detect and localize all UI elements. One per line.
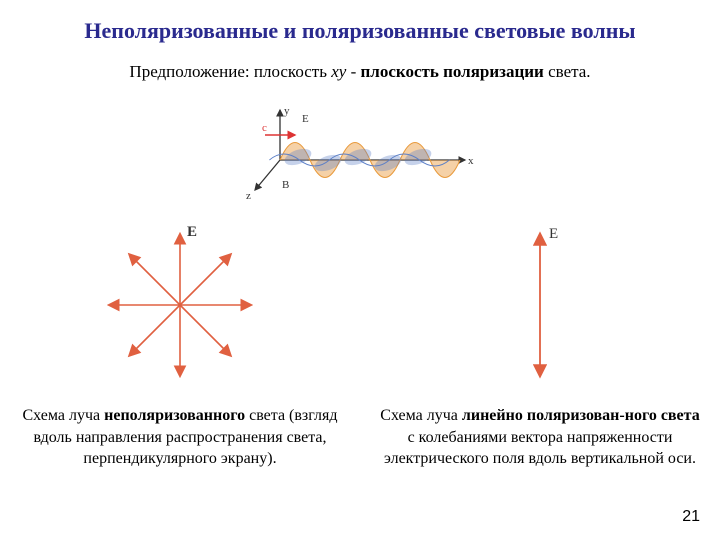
wave-c-label: c: [262, 122, 267, 134]
axis-x-label: x: [468, 155, 474, 167]
right-caption-post: с колебаниями вектора напряженности элек…: [384, 429, 696, 468]
axis-z-label: z: [246, 190, 251, 202]
unpolarized-diagram: E: [95, 220, 265, 390]
subtitle: Предположение: плоскость xy - плоскость …: [0, 44, 720, 82]
right-e-label: E: [549, 226, 558, 242]
subtitle-mid: -: [346, 62, 360, 81]
subtitle-post: света.: [544, 62, 591, 81]
right-column: E Схема луча линейно поляризован-ного св…: [380, 220, 700, 470]
left-e-label: E: [187, 224, 197, 240]
page-number: 21: [682, 508, 700, 526]
wave-e-label: E: [302, 113, 309, 125]
axis-y-label: y: [284, 105, 290, 117]
right-caption: Схема луча линейно поляризован-ного свет…: [380, 405, 700, 470]
subtitle-xy: xy: [331, 62, 346, 81]
left-column: E Схема луча неполяризованного света (вз…: [20, 220, 340, 470]
em-wave-diagram: y x z c E B: [240, 100, 480, 210]
right-caption-pre: Схема луча: [380, 407, 462, 424]
subtitle-bold: плоскость поляризации: [361, 62, 544, 81]
slide-title: Неполяризованные и поляризованные светов…: [0, 0, 720, 44]
polarized-diagram: E: [455, 220, 625, 390]
right-caption-bold: линейно поляризован-ного света: [462, 407, 700, 424]
left-caption-pre: Схема луча: [23, 407, 105, 424]
wave-b-label: B: [282, 179, 289, 191]
left-caption: Схема луча неполяризованного света (взгл…: [20, 405, 340, 470]
subtitle-pre: Предположение: плоскость: [129, 62, 331, 81]
left-caption-bold: неполяризованного: [104, 407, 245, 424]
